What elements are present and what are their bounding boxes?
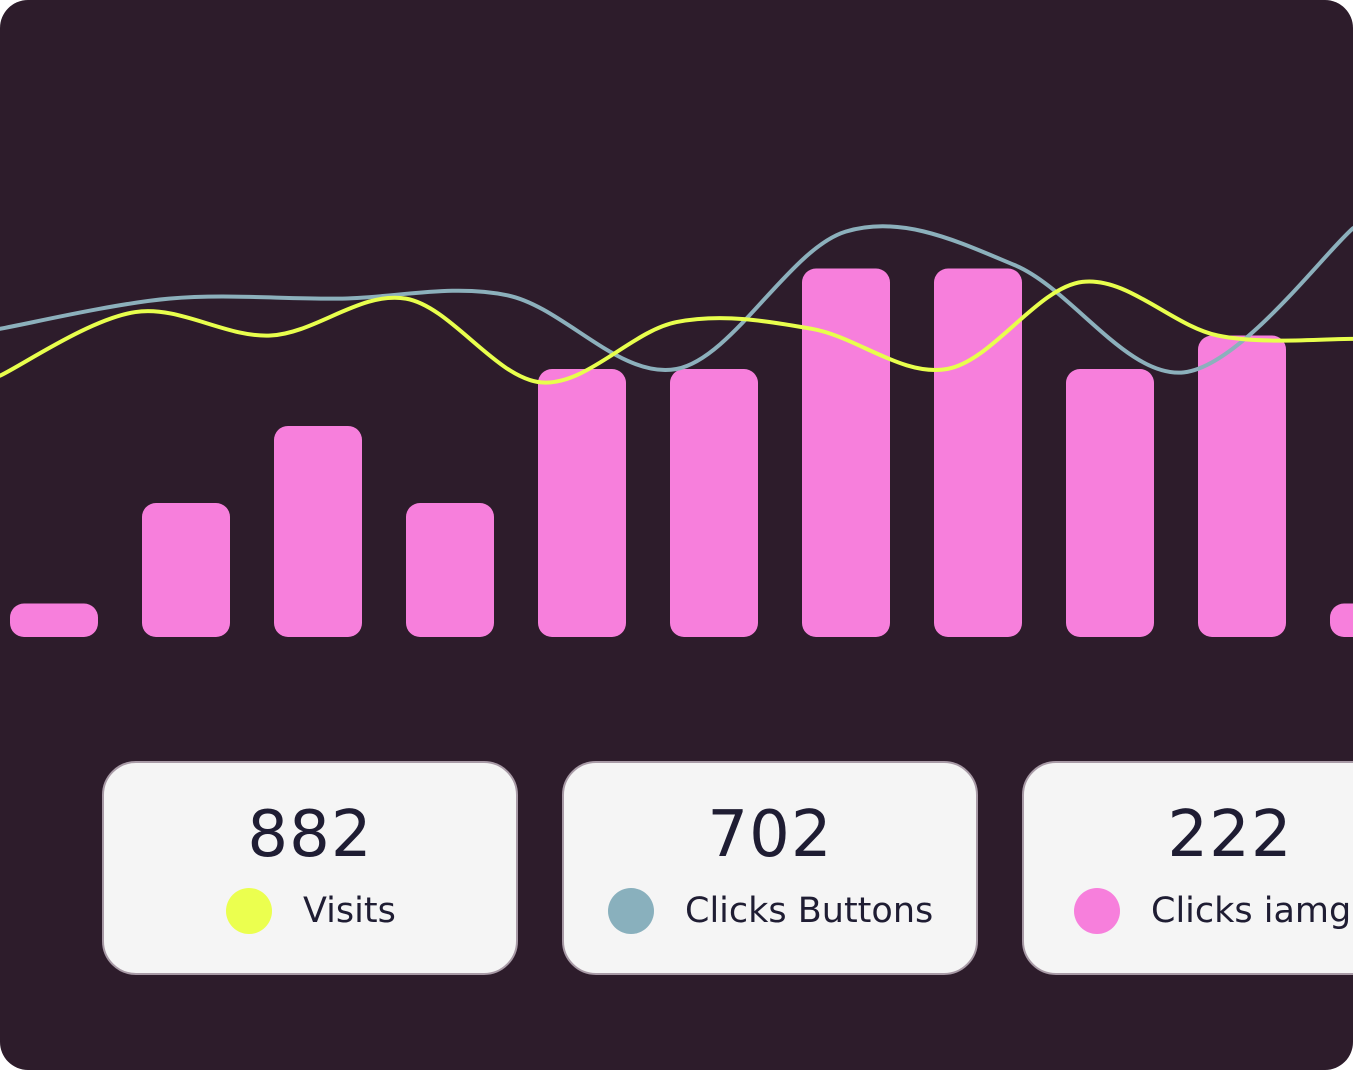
stat-card-visits[interactable]: 882 Visits	[102, 761, 518, 975]
bar-3	[406, 503, 494, 637]
legend-label-clicks-buttons: Clicks Buttons	[685, 891, 934, 931]
bar-4	[538, 369, 626, 637]
stat-value-clicks-images: 222	[1167, 798, 1293, 872]
line-series-1	[0, 279, 1353, 385]
line-series-0	[0, 224, 1353, 375]
legend-clicks-images: Clicks iamges	[1074, 883, 1353, 939]
stat-card-clicks-buttons[interactable]: 702 Clicks Buttons	[562, 761, 978, 975]
bar-2	[274, 425, 362, 637]
combo-chart	[0, 224, 1353, 637]
legend-dot-clicks-images-icon	[1074, 888, 1120, 934]
legend-clicks-buttons: Clicks Buttons	[608, 883, 933, 939]
bar-8	[1066, 369, 1154, 637]
bar-10	[1330, 603, 1353, 637]
bar-5	[670, 369, 758, 637]
stat-card-clicks-images[interactable]: 222 Clicks iamges	[1022, 761, 1353, 975]
bar-6	[802, 268, 890, 637]
legend-label-clicks-images: Clicks iamges	[1151, 891, 1353, 931]
stat-value-clicks-buttons: 702	[707, 798, 833, 872]
bar-9	[1198, 335, 1286, 637]
legend-dot-clicks-buttons-icon	[608, 888, 654, 934]
legend-visits: Visits	[226, 883, 396, 939]
stat-value-visits: 882	[247, 798, 373, 872]
bar-1	[142, 503, 230, 637]
bar-0	[10, 603, 98, 637]
legend-label-visits: Visits	[303, 891, 396, 931]
bar-7	[934, 268, 1022, 637]
legend-dot-visits-icon	[226, 888, 272, 934]
